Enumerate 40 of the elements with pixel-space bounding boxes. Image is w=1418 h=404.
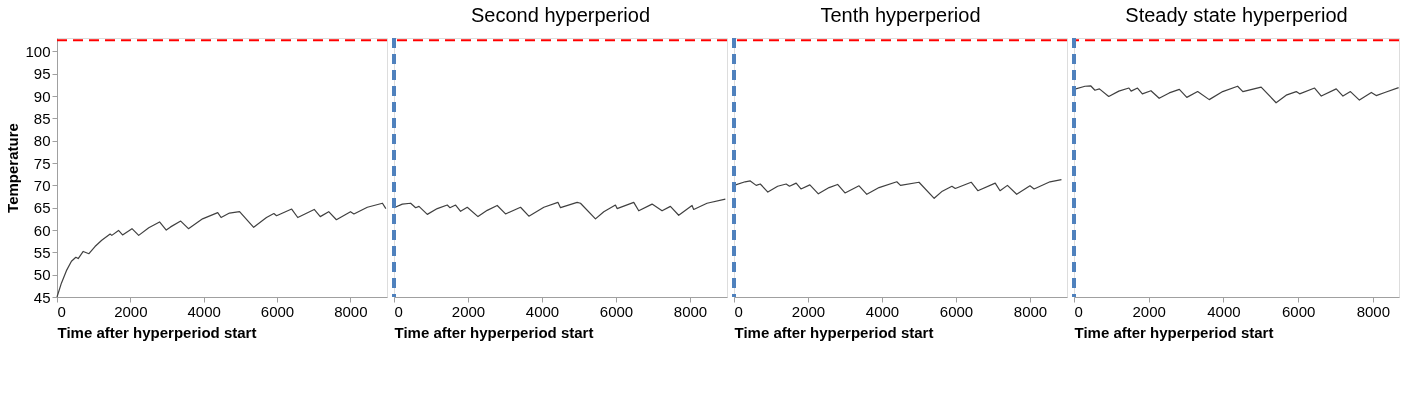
x-tick-label: 8000 [1013,302,1048,320]
x-tick-label: 6000 [260,302,295,320]
x-tick-label: 2000 [1132,302,1166,320]
x-tick-label: 8000 [673,302,708,320]
chart-title: Second hyperperiod [470,4,651,26]
y-tick-label: 70 [33,176,51,194]
y-tick-label: 75 [33,154,51,172]
y-axis-title: Temperature [4,123,22,213]
x-axis-title: Time after hyperperiod start [57,323,257,341]
y-tick-label: 55 [33,243,51,261]
x-tick-label: 8000 [334,302,368,320]
x-tick-label: 4000 [1207,302,1241,320]
x-tick-label: 4000 [865,302,900,320]
y-tick-label: 65 [33,199,51,217]
y-tick-label: 45 [33,288,51,306]
y-tick-label: 90 [33,87,51,105]
y-tick-label: 95 [33,65,51,83]
y-tick-label: 85 [33,109,51,127]
x-tick-label: 0 [394,302,403,320]
x-tick-label: 2000 [114,302,148,320]
y-tick-label: 80 [33,132,51,150]
y-tick-label: 100 [25,42,51,60]
x-tick-label: 4000 [525,302,560,320]
x-tick-label: 0 [1074,302,1083,320]
chart-title: Tenth hyperperiod [820,4,981,26]
x-tick-label: 6000 [1281,302,1316,320]
x-tick-label: 2000 [791,302,826,320]
y-tick-label: 50 [33,266,51,284]
x-tick-label: 0 [57,302,66,320]
y-tick-label: 60 [33,221,51,239]
x-tick-label: 0 [734,302,743,320]
x-axis-title: Time after hyperperiod start [1074,323,1274,341]
x-tick-label: 8000 [1356,302,1391,320]
x-axis-title: Time after hyperperiod start [734,323,934,341]
x-tick-label: 6000 [599,302,634,320]
x-tick-label: 6000 [939,302,974,320]
x-tick-label: 4000 [187,302,221,320]
chart-title: Steady state hyperperiod [1125,4,1348,26]
x-axis-title: Time after hyperperiod start [394,323,594,341]
x-tick-label: 2000 [451,302,486,320]
